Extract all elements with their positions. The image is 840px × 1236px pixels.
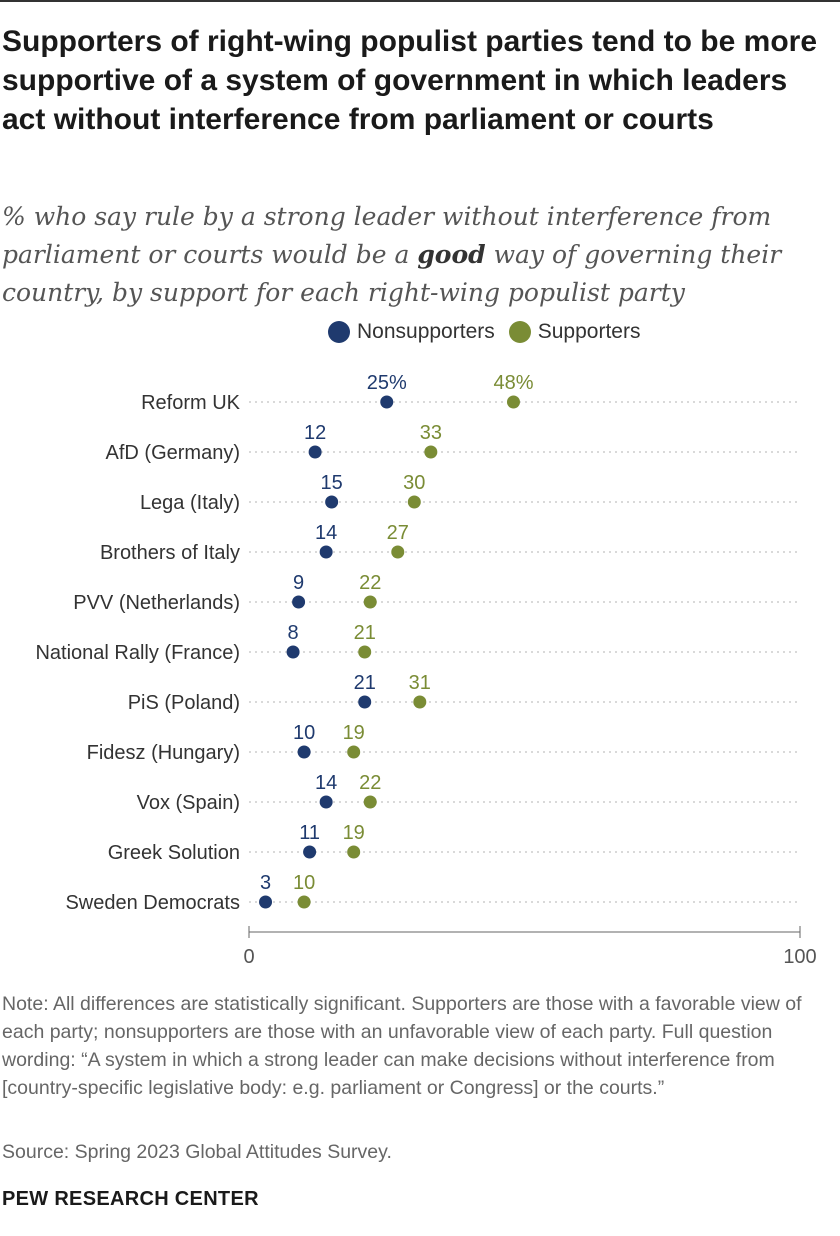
data-point-nonsupporters	[319, 795, 333, 809]
data-label-nonsupporters: 14	[315, 522, 337, 544]
data-point-nonsupporters	[297, 745, 311, 759]
data-label-supporters: 19	[343, 822, 365, 844]
data-point-nonsupporters	[259, 895, 273, 909]
data-point-supporters	[506, 395, 520, 409]
data-label-nonsupporters: 11	[299, 822, 320, 844]
brand-logo-text: PEW RESEARCH CENTER	[2, 1188, 259, 1210]
chart-source: Source: Spring 2023 Global Attitudes Sur…	[2, 1141, 392, 1163]
x-tick-label: 0	[243, 946, 254, 968]
data-point-supporters	[363, 795, 377, 809]
data-point-nonsupporters	[292, 595, 306, 609]
legend-label-supporters: Supporters	[537, 320, 641, 343]
data-label-nonsupporters: 25%	[367, 372, 407, 394]
data-point-nonsupporters	[286, 645, 300, 659]
data-label-supporters: 27	[387, 522, 409, 544]
data-label-supporters: 22	[359, 772, 381, 794]
data-point-supporters	[358, 645, 372, 659]
data-point-nonsupporters	[319, 545, 333, 559]
data-label-supporters: 33	[420, 422, 442, 444]
chart-note: Note: All differences are statistically …	[2, 993, 802, 1099]
x-tick-label: 100	[783, 946, 816, 968]
data-label-supporters: 22	[359, 572, 381, 594]
chart-title: Supporters of right-wing populist partie…	[2, 25, 818, 136]
legend-swatch-nonsupporters	[328, 321, 350, 343]
data-label-nonsupporters: 21	[354, 672, 376, 694]
category-label: Fidesz (Hungary)	[87, 742, 240, 764]
data-point-nonsupporters	[325, 495, 339, 509]
data-point-nonsupporters	[358, 695, 372, 709]
data-label-supporters: 31	[409, 672, 431, 694]
data-label-supporters: 19	[343, 722, 365, 744]
data-label-supporters: 30	[403, 472, 425, 494]
data-point-nonsupporters	[303, 845, 317, 859]
category-label: Brothers of Italy	[100, 542, 240, 564]
data-label-supporters: 21	[354, 622, 376, 644]
data-point-supporters	[347, 845, 361, 859]
data-label-supporters: 10	[293, 872, 315, 894]
data-point-supporters	[391, 545, 405, 559]
data-point-nonsupporters	[308, 445, 322, 459]
category-label: Vox (Spain)	[137, 792, 240, 814]
subtitle-emphasis: good	[417, 240, 486, 269]
subtitle-text-end: way of governing their country, by suppo…	[2, 240, 782, 307]
data-point-supporters	[297, 895, 311, 909]
data-label-supporters: 48%	[493, 372, 533, 394]
category-label: PVV (Netherlands)	[73, 592, 240, 614]
data-label-nonsupporters: 10	[293, 722, 315, 744]
data-label-nonsupporters: 9	[293, 572, 304, 594]
legend-item-supporters: Supporters	[508, 320, 641, 344]
legend-label-nonsupporters: Nonsupporters	[357, 320, 495, 343]
data-point-supporters	[424, 445, 438, 459]
category-label: AfD (Germany)	[106, 442, 240, 464]
legend-item-nonsupporters: Nonsupporters	[328, 320, 495, 344]
legend-swatch-supporters	[508, 321, 531, 343]
data-point-supporters	[363, 595, 377, 609]
category-label: Sweden Democrats	[65, 892, 240, 914]
data-point-supporters	[413, 695, 427, 709]
top-rule	[0, 0, 840, 2]
category-label: PiS (Poland)	[128, 692, 240, 714]
data-point-supporters	[347, 745, 361, 759]
legend: Nonsupporters Supporters	[328, 318, 654, 346]
category-label: Lega (Italy)	[140, 492, 240, 514]
subtitle-text-start: % who say rule by a strong leader withou…	[2, 202, 772, 269]
data-label-nonsupporters: 15	[321, 472, 343, 494]
data-label-nonsupporters: 12	[304, 422, 326, 444]
data-point-nonsupporters	[380, 395, 394, 409]
category-label: Greek Solution	[108, 842, 240, 864]
data-label-nonsupporters: 3	[260, 872, 271, 894]
dot-plot: Reform UK 25% 48% AfD (Germany) 12 33 Lega (It…	[35, 372, 816, 968]
data-label-nonsupporters: 14	[315, 772, 337, 794]
chart-subtitle: % who say rule by a strong leader withou…	[2, 198, 832, 312]
category-label: Reform UK	[141, 392, 241, 414]
data-label-nonsupporters: 8	[288, 622, 299, 644]
data-point-supporters	[407, 495, 421, 509]
category-label: National Rally (France)	[35, 642, 240, 664]
